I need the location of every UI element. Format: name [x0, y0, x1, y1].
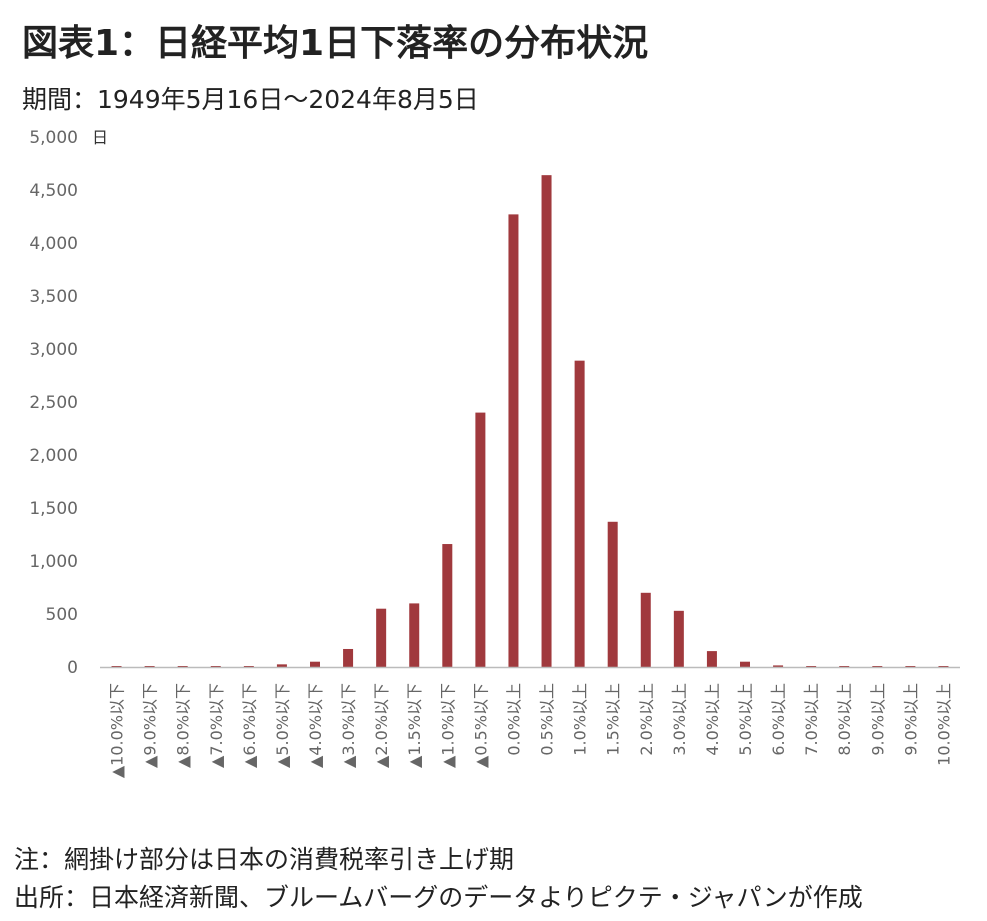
- bar-chart: 0 500 1,000 1,500 2,000 2,500 3,000 3,500 4,000 4…: [29, 128, 960, 778]
- x-tick-label: 3.0%以上: [670, 683, 689, 756]
- y-tick-label: 2,500: [29, 393, 78, 413]
- y-tick-label: 4,500: [29, 181, 78, 201]
- bar: [508, 214, 519, 667]
- y-tick-label: 4,000: [29, 234, 78, 254]
- y-tick-label: 3,500: [29, 287, 78, 307]
- bar: [640, 592, 651, 667]
- y-tick-label: 5,000: [29, 128, 78, 148]
- bar: [706, 651, 717, 667]
- note-text: 注：網掛け部分は日本の消費税率引き上げ期: [14, 845, 515, 874]
- x-tick-label: 4.0%以上: [703, 683, 722, 756]
- x-tick-label: 10.0%以上: [934, 683, 953, 766]
- y-tick-label: 3,000: [29, 340, 78, 360]
- bar: [343, 648, 354, 667]
- bar: [872, 666, 883, 667]
- bar: [773, 665, 784, 667]
- x-tick-label: 1.5%以上: [604, 683, 623, 756]
- bar: [442, 544, 453, 667]
- x-tick-label: 0.0%以上: [504, 683, 523, 756]
- x-tick-label: 7.0%以上: [802, 683, 821, 756]
- bar: [839, 666, 850, 667]
- x-tick-label: ▲7.0%以下: [207, 683, 226, 768]
- bar: [905, 666, 916, 667]
- bar: [177, 666, 188, 667]
- bar: [310, 661, 320, 667]
- x-tick-label: ▲5.0%以下: [273, 683, 292, 768]
- x-tick-label: 2.0%以上: [637, 683, 656, 756]
- y-tick-label: 1,000: [29, 552, 78, 572]
- x-tick-label: 1.0%以上: [571, 683, 590, 756]
- bar: [111, 666, 122, 667]
- bar: [243, 666, 254, 667]
- bar: [475, 412, 486, 667]
- x-tick-label: 9.0%以上: [901, 683, 920, 756]
- y-axis-label: 日: [92, 128, 108, 147]
- y-tick-label: 1,500: [29, 499, 78, 519]
- bar: [806, 666, 817, 667]
- bar: [409, 603, 420, 667]
- x-tick-label: ▲8.0%以下: [174, 683, 193, 768]
- x-tick-label: 0.5%以上: [538, 683, 557, 756]
- chart-title: 図表1：日経平均1日下落率の分布状況: [22, 23, 649, 64]
- x-tick-label: 9.0%以上: [868, 683, 887, 756]
- x-tick-label: ▲9.0%以下: [141, 683, 160, 768]
- y-axis: 0 500 1,000 1,500 2,000 2,500 3,000 3,500 4,000 4…: [29, 128, 108, 678]
- bar: [607, 521, 618, 667]
- x-tick-label: ▲4.0%以下: [306, 683, 325, 768]
- bar: [276, 664, 287, 667]
- x-tick-label: 8.0%以上: [835, 683, 854, 756]
- x-tick-label: ▲2.0%以下: [372, 683, 391, 768]
- x-axis: ▲10.0%以下 ▲9.0%以下 ▲8.0%以下 ▲7.0%以下 ▲6.0%以下 ▲5.0…: [100, 666, 960, 778]
- bar: [673, 610, 684, 667]
- bar: [574, 360, 585, 667]
- x-tick-label: ▲3.0%以下: [339, 683, 358, 768]
- x-tick-label: ▲0.5%以下: [471, 683, 490, 768]
- y-tick-label: 0: [67, 658, 78, 678]
- x-tick-label: ▲10.0%以下: [108, 683, 127, 778]
- x-tick-label: 5.0%以上: [736, 683, 755, 756]
- y-tick-label: 500: [46, 605, 78, 625]
- bar: [144, 666, 155, 667]
- x-tick-label: ▲1.0%以下: [438, 683, 457, 768]
- source-text: 出所：日本経済新聞、ブルームバーグのデータよりピクテ・ジャパンが作成: [14, 883, 863, 912]
- x-tick-label: ▲6.0%以下: [240, 683, 259, 768]
- bar: [376, 608, 387, 667]
- chart-subtitle: 期間：1949年5月16日～2024年8月5日: [22, 85, 479, 114]
- bar: [740, 661, 750, 667]
- x-tick-label: ▲1.5%以下: [405, 683, 424, 768]
- bar: [210, 666, 221, 667]
- bar: [541, 175, 552, 667]
- bars: [111, 175, 949, 667]
- y-tick-label: 2,000: [29, 446, 78, 466]
- bar: [938, 666, 949, 667]
- x-tick-label: 6.0%以上: [769, 683, 788, 756]
